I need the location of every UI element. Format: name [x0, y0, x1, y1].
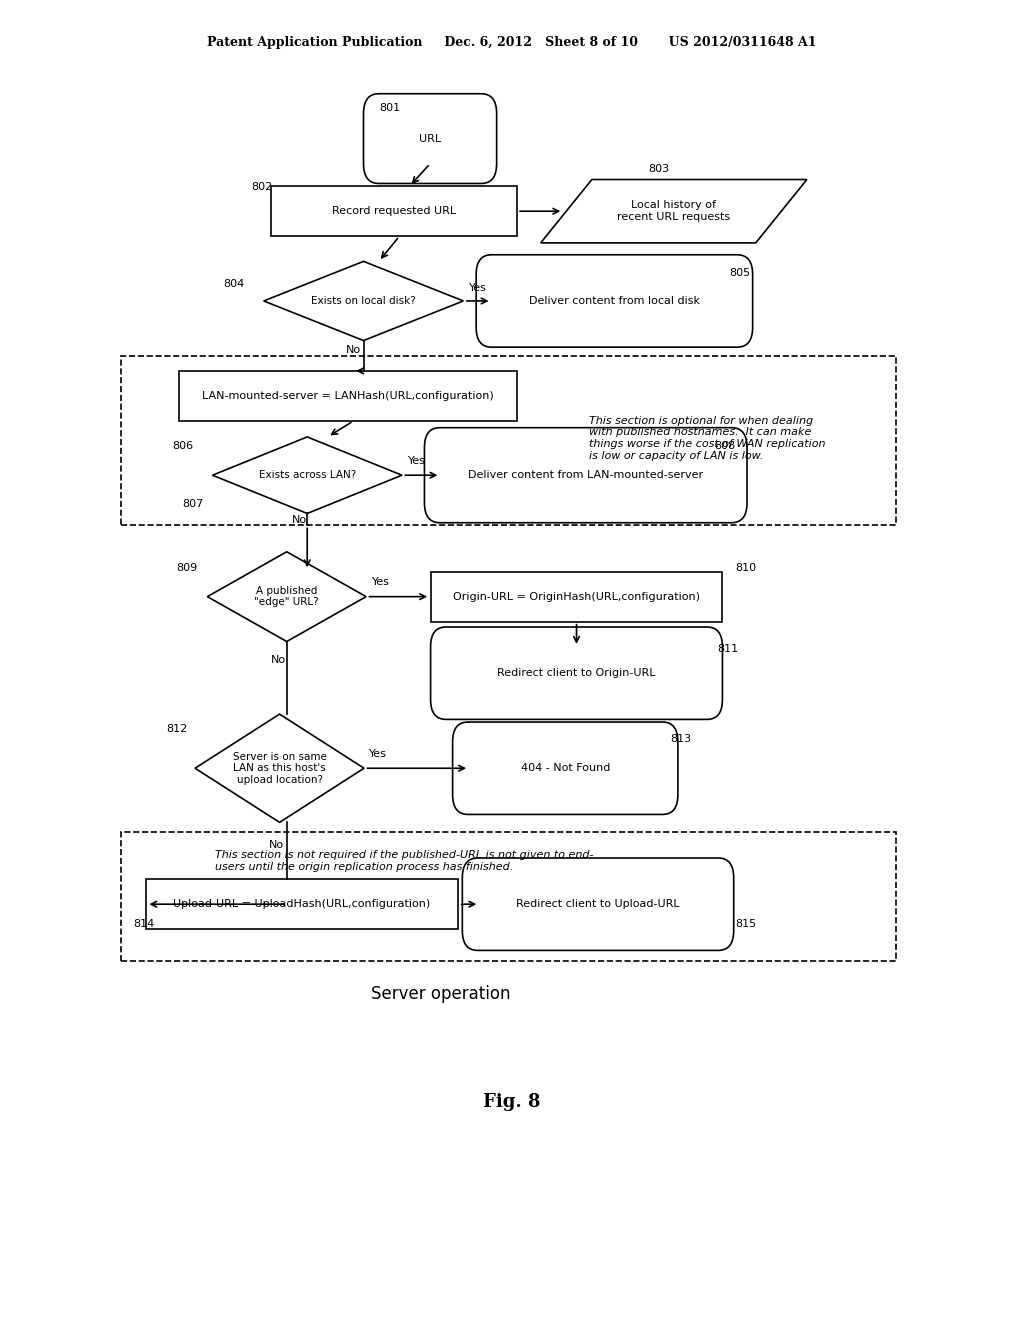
Text: Deliver content from LAN-mounted-server: Deliver content from LAN-mounted-server — [468, 470, 703, 480]
Text: 814: 814 — [133, 919, 155, 929]
Polygon shape — [207, 552, 367, 642]
Text: 807: 807 — [182, 499, 204, 510]
Text: Server operation: Server operation — [371, 985, 510, 1003]
Polygon shape — [213, 437, 401, 513]
Text: Patent Application Publication     Dec. 6, 2012   Sheet 8 of 10       US 2012/03: Patent Application Publication Dec. 6, 2… — [207, 36, 817, 49]
Text: Fig. 8: Fig. 8 — [483, 1093, 541, 1111]
Text: Origin-URL = OriginHash(URL,configuration): Origin-URL = OriginHash(URL,configuratio… — [453, 591, 700, 602]
Text: 813: 813 — [671, 734, 692, 744]
Text: Redirect client to Origin-URL: Redirect client to Origin-URL — [498, 668, 655, 678]
Text: 801: 801 — [379, 103, 400, 114]
Text: 815: 815 — [735, 919, 757, 929]
FancyBboxPatch shape — [179, 371, 517, 421]
Text: 802: 802 — [251, 182, 272, 193]
Polygon shape — [541, 180, 807, 243]
Polygon shape — [195, 714, 365, 822]
FancyBboxPatch shape — [453, 722, 678, 814]
FancyBboxPatch shape — [476, 255, 753, 347]
Text: Upload-URL = UploadHash(URL,configuration): Upload-URL = UploadHash(URL,configuratio… — [173, 899, 431, 909]
Polygon shape — [263, 261, 463, 341]
Text: A published
"edge" URL?: A published "edge" URL? — [254, 586, 319, 607]
Text: Server is on same
LAN as this host's
upload location?: Server is on same LAN as this host's upl… — [232, 751, 327, 785]
Text: Yes: Yes — [408, 455, 425, 466]
Text: 810: 810 — [735, 562, 757, 573]
Text: 803: 803 — [648, 164, 670, 174]
Text: Exists on local disk?: Exists on local disk? — [311, 296, 416, 306]
Text: This section is not required if the published-URL is not given to end-
users unt: This section is not required if the publ… — [215, 850, 594, 871]
Text: Redirect client to Upload-URL: Redirect client to Upload-URL — [516, 899, 680, 909]
Text: No: No — [346, 345, 361, 355]
Text: 809: 809 — [176, 562, 198, 573]
FancyBboxPatch shape — [430, 627, 723, 719]
Text: 808: 808 — [714, 441, 735, 451]
Text: Record requested URL: Record requested URL — [332, 206, 457, 216]
Text: 812: 812 — [166, 723, 187, 734]
Text: No: No — [292, 515, 307, 525]
Text: Yes: Yes — [469, 282, 486, 293]
FancyBboxPatch shape — [145, 879, 459, 929]
Text: URL: URL — [419, 133, 441, 144]
Text: Yes: Yes — [369, 748, 386, 759]
FancyBboxPatch shape — [462, 858, 733, 950]
Text: Deliver content from local disk: Deliver content from local disk — [529, 296, 699, 306]
Text: 804: 804 — [223, 279, 245, 289]
Text: Exists across LAN?: Exists across LAN? — [259, 470, 355, 480]
Text: 805: 805 — [729, 268, 751, 279]
Text: 811: 811 — [717, 644, 738, 655]
Text: No: No — [269, 840, 285, 850]
Text: Local history of
recent URL requests: Local history of recent URL requests — [617, 201, 730, 222]
Text: This section is optional for when dealing
with published hostnames.  It can make: This section is optional for when dealin… — [589, 416, 825, 461]
FancyBboxPatch shape — [364, 94, 497, 183]
Text: 404 - Not Found: 404 - Not Found — [520, 763, 610, 774]
Text: Yes: Yes — [372, 577, 389, 587]
FancyBboxPatch shape — [430, 572, 723, 622]
Text: 806: 806 — [172, 441, 194, 451]
FancyBboxPatch shape — [271, 186, 517, 236]
Text: LAN-mounted-server = LANHash(URL,configuration): LAN-mounted-server = LANHash(URL,configu… — [203, 391, 494, 401]
FancyBboxPatch shape — [424, 428, 746, 523]
Text: No: No — [271, 655, 287, 665]
